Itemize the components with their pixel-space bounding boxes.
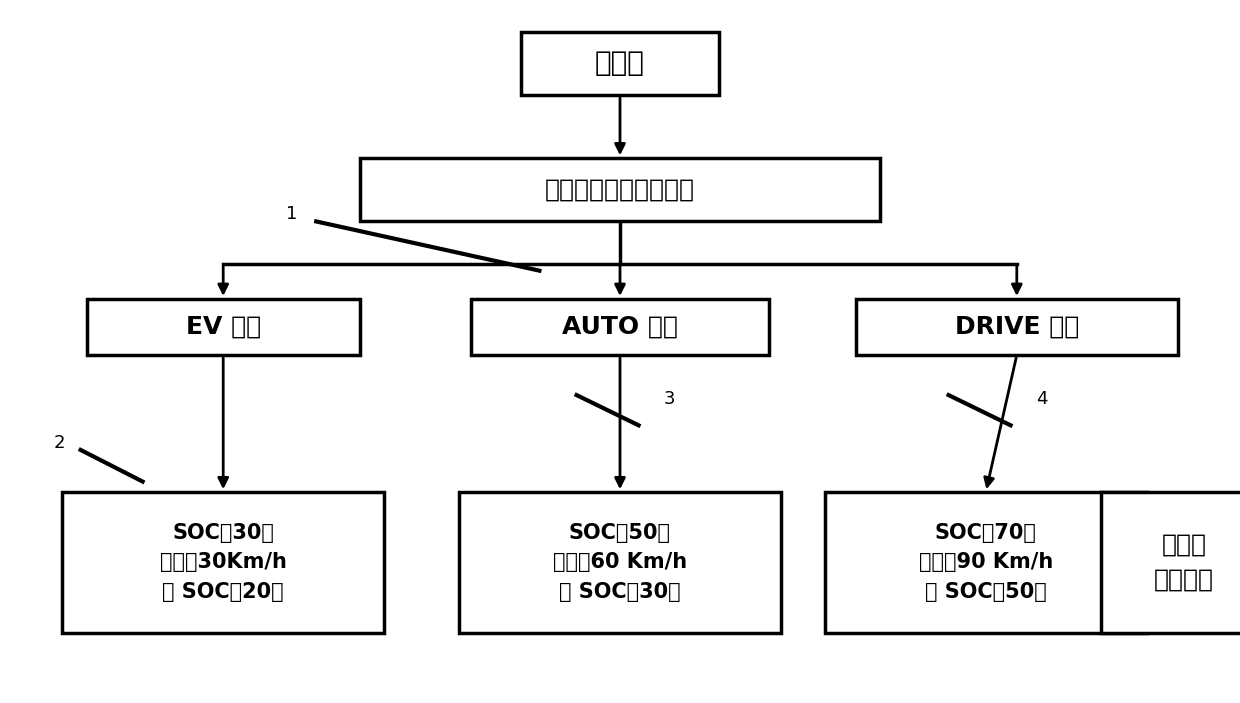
- Text: SOC＜30％
车速＞30Km/h
或 SOC＜20％: SOC＜30％ 车速＞30Km/h 或 SOC＜20％: [160, 523, 286, 602]
- FancyBboxPatch shape: [62, 492, 384, 633]
- Text: 判断当前车辆工作模式: 判断当前车辆工作模式: [546, 178, 694, 202]
- Text: DRIVE 模式: DRIVE 模式: [955, 315, 1079, 339]
- FancyBboxPatch shape: [360, 158, 880, 221]
- Text: SOC＜70％
车速＞90 Km/h
或 SOC＜50％: SOC＜70％ 车速＞90 Km/h 或 SOC＜50％: [919, 523, 1053, 602]
- Text: 增程器
起动条件: 增程器 起动条件: [1154, 533, 1214, 592]
- Text: 2: 2: [53, 434, 66, 452]
- Text: SOC＜50％
车速＞60 Km/h
或 SOC＜30％: SOC＜50％ 车速＞60 Km/h 或 SOC＜30％: [553, 523, 687, 602]
- Text: EV 模式: EV 模式: [186, 315, 260, 339]
- Text: 初始化: 初始化: [595, 49, 645, 77]
- Text: 4: 4: [1035, 390, 1048, 408]
- FancyBboxPatch shape: [471, 299, 769, 355]
- Text: 3: 3: [663, 390, 676, 408]
- FancyBboxPatch shape: [87, 299, 360, 355]
- FancyBboxPatch shape: [856, 299, 1178, 355]
- FancyBboxPatch shape: [1101, 492, 1240, 633]
- FancyBboxPatch shape: [521, 32, 719, 95]
- Text: 1: 1: [285, 205, 298, 224]
- Text: AUTO 模式: AUTO 模式: [562, 315, 678, 339]
- FancyBboxPatch shape: [825, 492, 1147, 633]
- FancyBboxPatch shape: [459, 492, 781, 633]
